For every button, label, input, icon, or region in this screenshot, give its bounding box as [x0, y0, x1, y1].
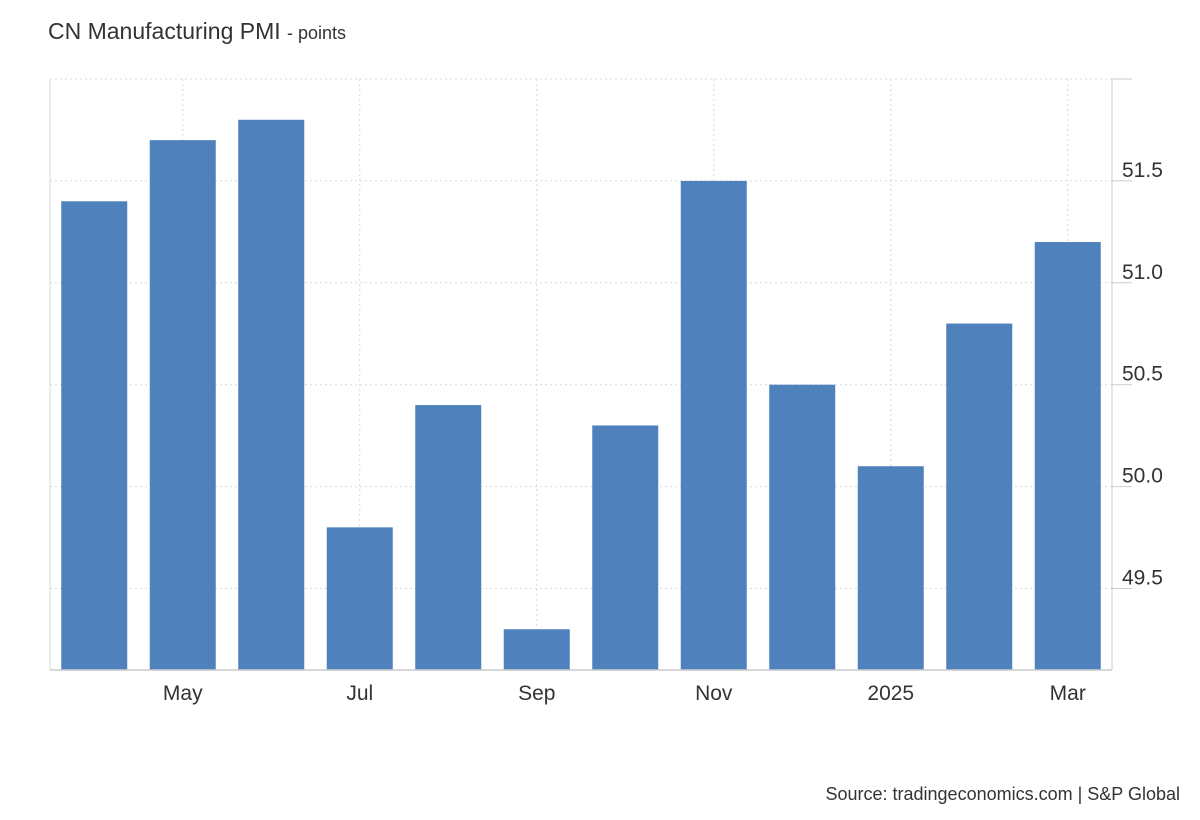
- x-tick-label: Mar: [1050, 682, 1086, 705]
- bar-jul: [326, 527, 393, 670]
- x-tick-label: 2025: [867, 682, 914, 705]
- bar-sep: [503, 629, 570, 670]
- bar-may: [149, 140, 216, 670]
- bar-mar: [1034, 242, 1101, 670]
- x-tick-label: Jul: [346, 682, 373, 705]
- bar-aug: [415, 405, 482, 670]
- y-tick-label: 50.0: [1122, 465, 1163, 488]
- y-tick-label: 51.0: [1122, 261, 1163, 284]
- chart-title-text: CN Manufacturing PMI: [48, 18, 281, 44]
- chart-subtitle: - points: [287, 23, 347, 43]
- y-tick-label: 49.5: [1122, 566, 1163, 589]
- y-tick-label: 51.5: [1122, 159, 1163, 182]
- bar-apr: [61, 201, 128, 670]
- source-attribution: Source: tradingeconomics.com | S&P Globa…: [825, 784, 1180, 804]
- bar-feb: [946, 323, 1013, 670]
- x-tick-label: Nov: [695, 682, 733, 705]
- chart-title: CN Manufacturing PMI - points: [48, 18, 346, 45]
- x-tick-label: May: [163, 682, 203, 705]
- bar-nov: [680, 180, 747, 670]
- bar-dec: [769, 384, 836, 670]
- y-tick-label: 50.5: [1122, 363, 1163, 386]
- bar-jun: [238, 119, 305, 671]
- bar-2025: [857, 466, 924, 670]
- bar-oct: [592, 425, 659, 670]
- x-tick-label: Sep: [518, 682, 555, 705]
